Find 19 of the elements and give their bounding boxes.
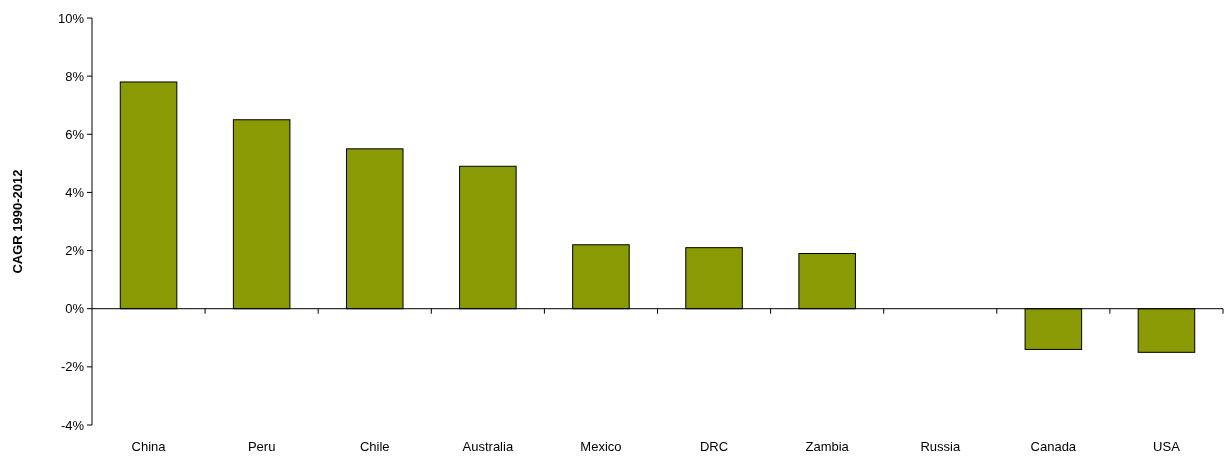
- y-axis-title: CAGR 1990-2012: [10, 169, 25, 274]
- x-tick-label: Canada: [1030, 439, 1077, 454]
- x-tick-label: Mexico: [580, 439, 622, 454]
- x-tick-label: Australia: [462, 439, 514, 454]
- y-tick-label: 4%: [65, 184, 85, 200]
- y-tick-label: 2%: [65, 243, 85, 259]
- x-tick-label: DRC: [699, 439, 729, 454]
- y-tick-label: -4%: [60, 417, 85, 433]
- y-tick-label: -2%: [60, 359, 85, 375]
- x-tick-label: Peru: [247, 439, 276, 454]
- x-tick-label: Zambia: [805, 439, 850, 454]
- x-tick-label: Russia: [920, 439, 961, 454]
- x-tick-label: Chile: [359, 439, 390, 454]
- y-tick-label: 8%: [65, 68, 85, 84]
- x-tick-label: China: [131, 439, 167, 454]
- y-tick-label: 10%: [57, 10, 85, 26]
- y-tick-label: 6%: [65, 126, 85, 142]
- y-tick-label: 0%: [65, 301, 85, 317]
- x-tick-label: USA: [1153, 439, 1181, 454]
